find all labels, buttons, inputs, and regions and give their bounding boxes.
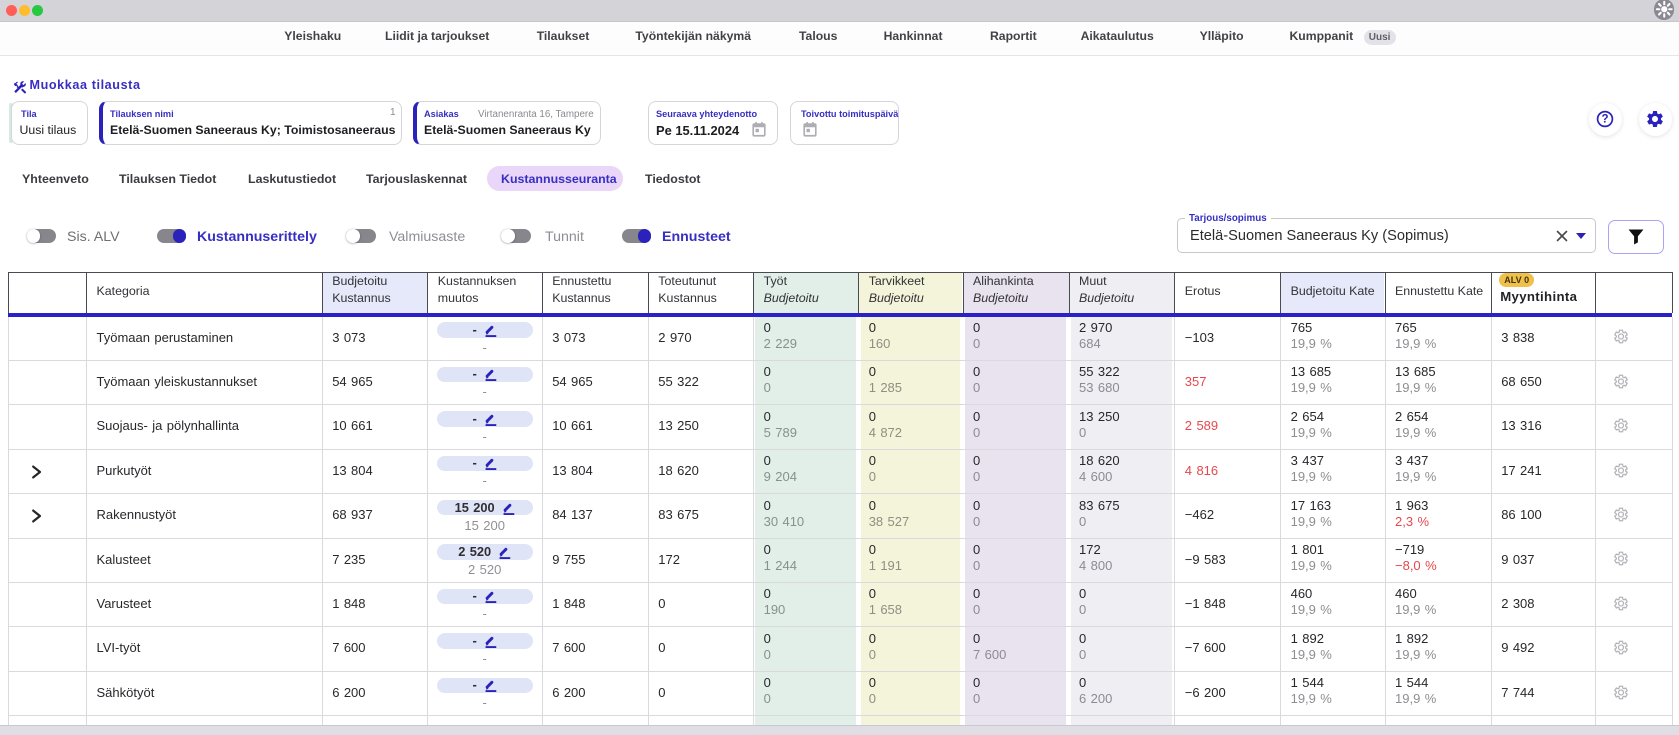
svg-text:?: ? (1602, 114, 1609, 126)
